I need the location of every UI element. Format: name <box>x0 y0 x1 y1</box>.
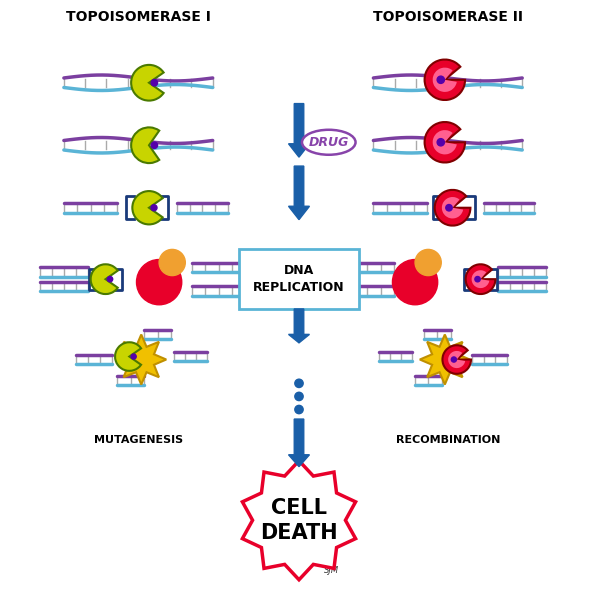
FancyBboxPatch shape <box>239 250 359 309</box>
Circle shape <box>151 142 158 148</box>
Wedge shape <box>443 345 471 374</box>
Text: DNA
REPLICATION: DNA REPLICATION <box>253 264 345 294</box>
Text: TOPOISOMERASE II: TOPOISOMERASE II <box>373 10 523 24</box>
Wedge shape <box>442 197 463 218</box>
Wedge shape <box>448 351 465 368</box>
Wedge shape <box>115 342 141 371</box>
Circle shape <box>475 277 480 282</box>
FancyArrow shape <box>288 419 310 467</box>
Text: SJM: SJM <box>324 566 339 575</box>
Circle shape <box>151 205 157 211</box>
Wedge shape <box>435 190 471 226</box>
Wedge shape <box>131 127 159 163</box>
Circle shape <box>295 406 303 413</box>
Wedge shape <box>433 130 457 154</box>
Wedge shape <box>131 65 164 101</box>
Circle shape <box>392 260 438 305</box>
Wedge shape <box>425 122 465 163</box>
Text: RECOMBINATION: RECOMBINATION <box>396 435 500 445</box>
Ellipse shape <box>302 130 356 155</box>
Wedge shape <box>472 270 489 288</box>
FancyArrow shape <box>288 309 310 343</box>
Wedge shape <box>466 264 495 294</box>
Text: CELL
DEATH: CELL DEATH <box>260 498 338 542</box>
Circle shape <box>131 354 136 359</box>
Circle shape <box>151 80 158 86</box>
Text: MUTAGENESIS: MUTAGENESIS <box>94 435 183 445</box>
Polygon shape <box>116 335 166 385</box>
Circle shape <box>437 139 444 146</box>
Polygon shape <box>242 461 356 580</box>
Circle shape <box>295 392 303 401</box>
Circle shape <box>295 379 303 388</box>
Wedge shape <box>132 191 163 224</box>
Circle shape <box>437 76 444 83</box>
Text: DRUG: DRUG <box>309 136 349 149</box>
Circle shape <box>107 277 112 282</box>
FancyArrow shape <box>288 166 310 220</box>
Text: TOPOISOMERASE I: TOPOISOMERASE I <box>66 10 210 24</box>
Polygon shape <box>420 335 470 385</box>
Circle shape <box>451 357 456 362</box>
Circle shape <box>415 250 441 275</box>
Circle shape <box>446 205 452 211</box>
Wedge shape <box>425 59 465 100</box>
Circle shape <box>159 250 185 275</box>
FancyArrow shape <box>288 104 310 157</box>
Circle shape <box>136 260 182 305</box>
Wedge shape <box>91 264 118 294</box>
Wedge shape <box>433 68 457 92</box>
